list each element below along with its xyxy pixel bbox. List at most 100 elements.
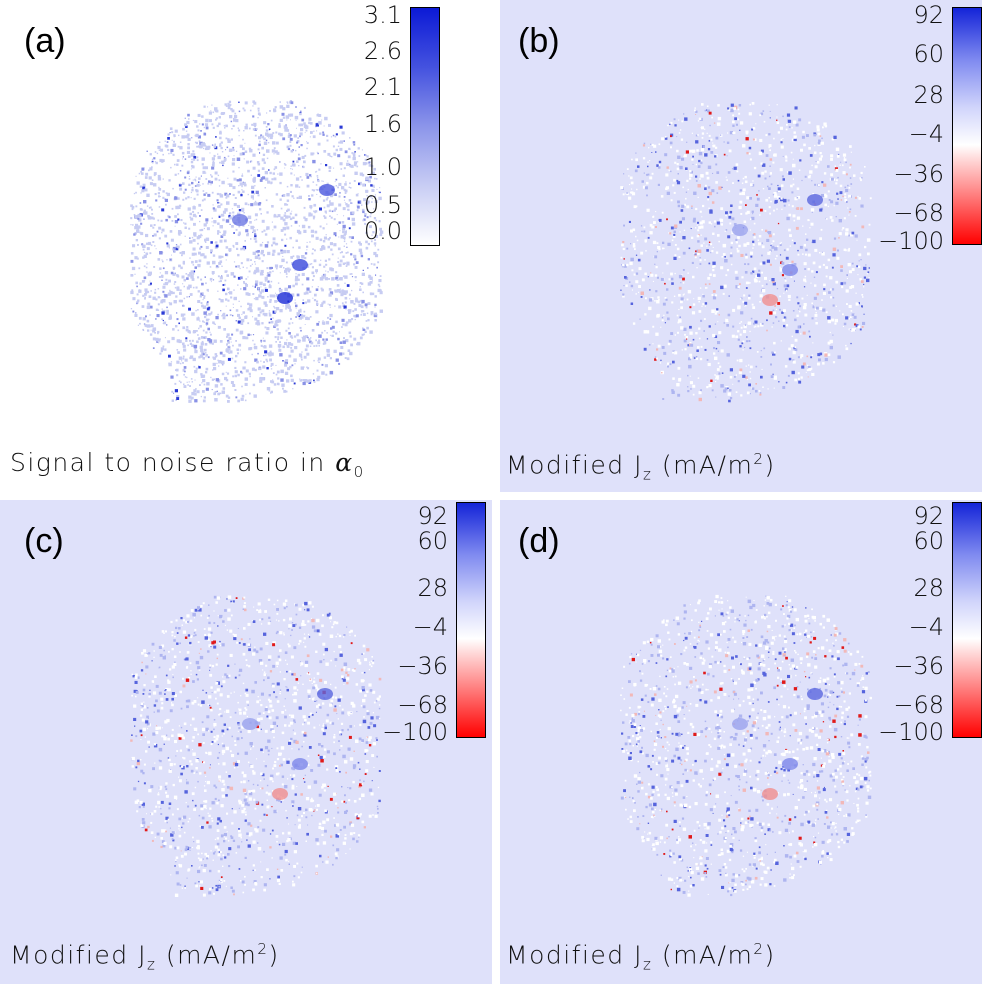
map-pixel [692, 155, 694, 158]
map-pixel [218, 326, 221, 329]
map-pixel [245, 278, 248, 280]
map-pixel [242, 311, 245, 314]
map-pixel [190, 619, 193, 622]
map-pixel [227, 106, 231, 110]
map-pixel [757, 325, 760, 328]
map-pixel [797, 372, 800, 375]
map-pixel [199, 145, 203, 149]
map-pixel [197, 212, 199, 214]
map-pixel [783, 309, 786, 312]
map-pixel [302, 381, 306, 386]
map-pixel [207, 627, 212, 631]
map-pixel [200, 325, 202, 327]
map-pixel [642, 144, 646, 147]
map-pixel [156, 341, 158, 343]
map-pixel [673, 118, 676, 121]
map-pixel [783, 324, 786, 328]
map-pixel [223, 836, 225, 838]
map-pixel [279, 105, 284, 109]
map-pixel [197, 276, 200, 279]
map-pixel [218, 214, 221, 217]
map-pixel [817, 353, 821, 357]
map-pixel [753, 222, 756, 225]
map-pixel [362, 327, 364, 329]
map-pixel [184, 358, 188, 362]
map-pixel [195, 176, 197, 178]
map-pixel [248, 224, 250, 226]
map-pixel [293, 865, 296, 868]
map-pixel [168, 179, 171, 182]
map-pixel [219, 239, 223, 243]
map-pixel [203, 223, 207, 227]
map-pixel [766, 329, 768, 332]
map-pixel [208, 339, 213, 343]
map-pixel [225, 105, 228, 107]
map-pixel [626, 247, 629, 250]
map-pixel [354, 668, 356, 670]
map-pixel [742, 188, 746, 192]
caption-subscript: z [643, 465, 653, 484]
map-pixel [228, 775, 231, 778]
map-pixel [827, 341, 830, 343]
map-pixel [329, 370, 334, 375]
map-pixel [211, 217, 213, 219]
map-pixel [362, 328, 365, 331]
map-pixel [198, 145, 201, 148]
map-pixel [175, 626, 178, 630]
map-pixel [322, 723, 324, 725]
map-pixel [268, 301, 270, 303]
map-pixel [362, 310, 365, 313]
map-pixel [306, 608, 310, 612]
map-pixel [329, 318, 332, 320]
map-pixel [703, 318, 706, 320]
map-pixel [652, 280, 654, 282]
map-pixel [656, 357, 658, 360]
map-pixel [220, 146, 223, 150]
map-pixel [275, 661, 279, 665]
map-pixel [249, 373, 251, 376]
map-pixel [277, 875, 280, 879]
map-pixel [726, 179, 728, 181]
map-pixel [337, 186, 339, 189]
map-pixel [656, 276, 659, 279]
map-pixel [186, 120, 190, 125]
map-pixel [315, 650, 318, 653]
map-pixel [147, 216, 152, 220]
map-pixel [792, 183, 795, 186]
map-pixel [137, 324, 139, 326]
map-pixel [333, 243, 337, 247]
map-pixel [188, 284, 192, 289]
map-pixel [214, 177, 218, 181]
map-pixel [321, 331, 324, 334]
map-pixel [342, 352, 345, 355]
map-pixel [674, 244, 677, 246]
map-pixel [202, 353, 205, 356]
map-pixel [718, 314, 720, 316]
map-pixel [232, 193, 235, 196]
map-pixel [157, 309, 160, 311]
map-pixel [748, 383, 751, 387]
map-pixel [841, 164, 844, 167]
map-pixel [320, 163, 322, 165]
map-pixel [175, 755, 177, 757]
map-pixel [275, 267, 278, 270]
map-pixel [352, 780, 355, 784]
map-pixel [699, 259, 702, 262]
map-pixel [282, 305, 284, 307]
map-pixel [312, 275, 315, 278]
map-pixel [214, 797, 217, 800]
map-pixel [305, 840, 307, 842]
map-pixel [728, 295, 730, 297]
map-pixel [218, 360, 222, 364]
map-pixel [174, 635, 176, 638]
map-pixel [313, 345, 315, 347]
map-pixel [306, 142, 309, 144]
map-pixel [279, 289, 283, 293]
map-pixel [308, 117, 312, 121]
map-pixel [651, 143, 654, 147]
map-pixel [153, 157, 156, 160]
map-pixel [707, 148, 711, 151]
map-pixel [333, 736, 336, 739]
map-pixel [641, 278, 645, 282]
map-pixel [630, 243, 632, 245]
